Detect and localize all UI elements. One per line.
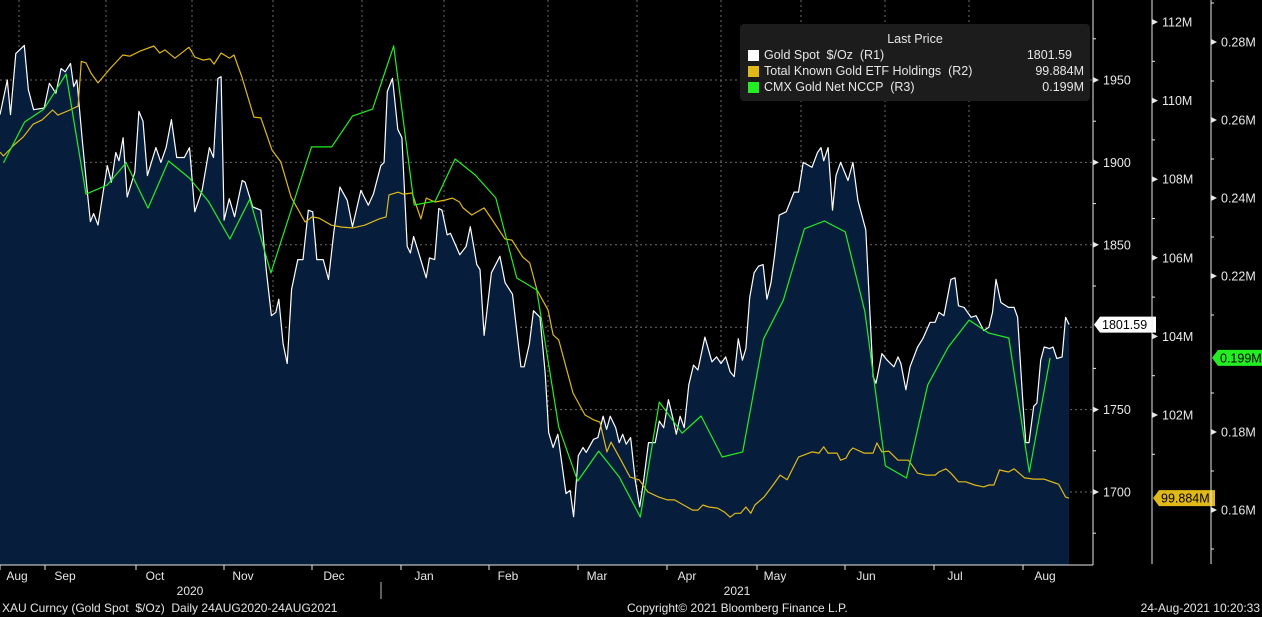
footer-timestamp: 24-Aug-2021 10:20:33 bbox=[1140, 601, 1260, 615]
y-tick-label: 106M bbox=[1162, 251, 1193, 265]
x-tick-label: Feb bbox=[497, 569, 519, 583]
legend-swatch-icon bbox=[748, 66, 759, 77]
last-value-tag-r1 bbox=[1094, 316, 1156, 333]
y-tick-label: 108M bbox=[1162, 173, 1193, 187]
tick-marker-icon bbox=[1152, 176, 1158, 183]
series-lines bbox=[0, 44, 1070, 518]
gold-spot-area bbox=[0, 45, 1070, 565]
legend-title: Last Price bbox=[887, 32, 943, 46]
tick-marker-icon bbox=[1211, 273, 1217, 279]
legend-item-cmx-nccp: CMX Gold Net NCCP (R3) 0.199M bbox=[748, 80, 1084, 96]
last-value-tag-r3 bbox=[1212, 349, 1262, 366]
legend-value: 99.884M bbox=[1035, 64, 1084, 78]
x-tick-label: Aug bbox=[1034, 569, 1056, 583]
y-tick-label: 1900 bbox=[1103, 156, 1131, 170]
series-line-r2 bbox=[0, 45, 1070, 518]
series-fills bbox=[0, 45, 1070, 565]
x-tick-label: Jun bbox=[856, 569, 876, 583]
tick-marker-icon bbox=[1211, 195, 1217, 201]
tick-marker-icon bbox=[1093, 159, 1099, 166]
legend-value: 0.199M bbox=[1042, 80, 1084, 94]
x-year-label: 2020 bbox=[176, 584, 204, 598]
tick-marker-icon bbox=[1152, 412, 1158, 418]
y-tick-label: 0.16M bbox=[1221, 504, 1256, 518]
x-tick-label: Nov bbox=[232, 569, 254, 583]
legend-label: Total Known Gold ETF Holdings (R2) bbox=[764, 64, 973, 78]
y-tick-label: 104M bbox=[1162, 330, 1193, 344]
legend-item-gold-spot: Gold Spot $/Oz (R1) 1801.59 bbox=[748, 48, 1084, 64]
tick-marker-icon bbox=[1093, 489, 1099, 495]
y-tick-label: 0.18M bbox=[1221, 426, 1256, 440]
tick-marker-icon bbox=[1152, 333, 1158, 340]
x-tick-label: Jan bbox=[414, 569, 434, 583]
series-line-r3 bbox=[2, 45, 1051, 518]
y-tick-label: 1700 bbox=[1103, 486, 1131, 500]
y-tick-label: 110M bbox=[1162, 94, 1192, 108]
y-tick-label: 0.22M bbox=[1221, 270, 1256, 284]
x-tick-label: Aug bbox=[6, 569, 28, 583]
tick-marker-icon bbox=[1152, 97, 1158, 104]
y-tick-label: 0.26M bbox=[1221, 114, 1256, 128]
legend: Last Price Gold Spot $/Oz (R1) 1801.59 T… bbox=[740, 24, 1090, 101]
x-tick-label: Jul bbox=[947, 569, 963, 583]
last-value-label: 99.884M bbox=[1161, 492, 1210, 506]
x-tick-label: Oct bbox=[145, 569, 165, 583]
footer-security: XAU Curncy (Gold Spot $/Oz) Daily 24AUG2… bbox=[2, 601, 338, 615]
tick-marker-icon bbox=[1093, 241, 1099, 248]
y-tick-label: 1750 bbox=[1103, 403, 1131, 417]
y-tick-label: 1950 bbox=[1103, 74, 1131, 88]
x-tick-label: Mar bbox=[586, 569, 608, 583]
legend-label: Gold Spot $/Oz (R1) bbox=[764, 48, 885, 62]
legend-label: CMX Gold Net NCCP (R3) bbox=[764, 80, 915, 94]
x-tick-label: May bbox=[763, 569, 787, 583]
y-tick-label: 0.28M bbox=[1221, 36, 1256, 50]
tick-marker-icon bbox=[1211, 429, 1217, 435]
last-value-label: 0.199M bbox=[1220, 351, 1262, 365]
tick-marker-icon bbox=[1211, 117, 1217, 123]
y-tick-label: 112M bbox=[1162, 16, 1192, 30]
y-tick-label: 102M bbox=[1162, 409, 1193, 423]
x-year-label: 2021 bbox=[723, 584, 751, 598]
x-tick-label: Dec bbox=[323, 569, 345, 583]
legend-swatch-icon bbox=[748, 50, 759, 61]
legend-value: 1801.59 bbox=[1026, 48, 1072, 62]
last-value-label: 1801.59 bbox=[1102, 318, 1147, 332]
y-tick-label: 1850 bbox=[1103, 238, 1131, 252]
legend-item-etf-holdings: Total Known Gold ETF Holdings (R2) 99.88… bbox=[748, 64, 1084, 80]
tick-marker-icon bbox=[1093, 406, 1099, 413]
tick-marker-icon bbox=[1152, 19, 1158, 25]
y-tick-label: 0.24M bbox=[1221, 192, 1256, 206]
tick-marker-icon bbox=[1093, 77, 1099, 83]
x-tick-label: Apr bbox=[677, 569, 697, 583]
tick-marker-icon bbox=[1152, 254, 1158, 261]
last-value-tag-r2 bbox=[1153, 490, 1215, 507]
series-line-r1 bbox=[0, 44, 1070, 518]
footer-copyright: Copyright© 2021 Bloomberg Finance L.P. bbox=[627, 601, 848, 615]
tick-marker-icon bbox=[1211, 507, 1217, 513]
x-tick-label: Sep bbox=[54, 569, 76, 583]
axes: 1700 1750 1850 1900 1950 1801.59 102M 104M 106M 1… bbox=[0, 0, 1262, 599]
tick-marker-icon bbox=[1211, 39, 1217, 45]
legend-swatch-icon bbox=[748, 82, 759, 93]
